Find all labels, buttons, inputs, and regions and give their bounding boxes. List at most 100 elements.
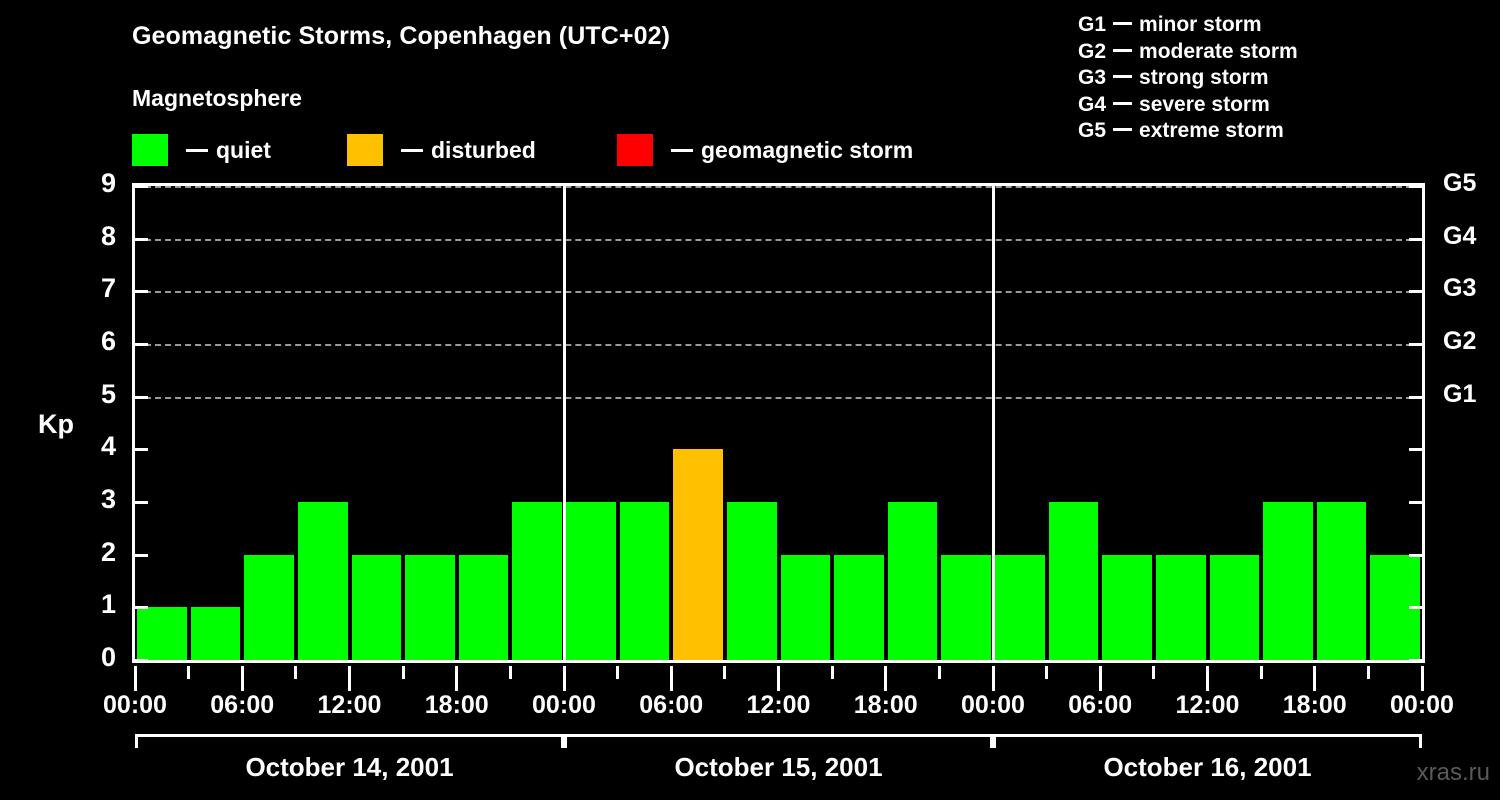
plot-area — [132, 183, 1425, 663]
g-scale-axis-label: G4 — [1443, 221, 1477, 250]
g-scale-axis-label: G3 — [1443, 274, 1477, 303]
legend-swatch-geomagnetic-storm — [617, 134, 653, 166]
kp-bar — [137, 607, 187, 660]
g-scale-legend-g4: G4 severe storm — [1078, 92, 1298, 119]
kp-bar — [995, 554, 1045, 660]
x-axis-label: 06:00 — [1068, 691, 1133, 719]
y-axis-title: Kp — [38, 409, 74, 439]
x-axis-minor-tick — [508, 666, 512, 679]
x-axis-label: 00:00 — [103, 691, 167, 719]
g-scale-code: G1 — [1078, 13, 1107, 36]
y-axis-tick — [135, 343, 148, 346]
x-axis-label: 00:00 — [1390, 691, 1454, 719]
y-axis-label: 0 — [100, 642, 116, 672]
gridline — [135, 186, 1422, 188]
kp-bar — [834, 554, 884, 660]
g-scale-legend: G1 minor storm G2 moderate storm G3 strong st… — [1078, 12, 1298, 145]
g-scale-axis-label: G2 — [1443, 327, 1477, 355]
x-axis-label: 18:00 — [1282, 691, 1347, 719]
kp-bar — [297, 502, 348, 660]
y-axis-tick — [135, 290, 148, 294]
g-scale-description: minor storm — [1139, 13, 1262, 36]
y-axis-tick — [135, 185, 148, 188]
kp-bar — [566, 502, 616, 660]
x-axis-label: 12:00 — [317, 691, 382, 719]
legend-dash-icon — [1113, 128, 1133, 132]
x-axis-label: 00:00 — [532, 691, 596, 719]
section-heading-magnetosphere: Magnetosphere — [132, 85, 302, 111]
x-axis-major-tick — [991, 666, 995, 691]
y-axis-tick — [1409, 343, 1422, 346]
x-axis-label: 06:00 — [639, 691, 704, 719]
x-axis-major-tick — [1206, 666, 1209, 691]
date-bracket — [993, 734, 1422, 748]
y-axis-tick — [135, 606, 148, 610]
y-axis-tick — [1409, 395, 1422, 399]
x-axis-minor-tick — [401, 666, 405, 679]
date-label: October 16, 2001 — [1103, 752, 1312, 782]
kp-bar — [726, 502, 777, 660]
date-bracket — [564, 734, 993, 748]
x-axis-major-tick — [777, 666, 780, 691]
y-axis-tick — [135, 237, 148, 241]
date-label: October 14, 2001 — [245, 752, 454, 782]
y-axis-label: 9 — [100, 168, 116, 198]
date-label: October 15, 2001 — [674, 752, 883, 782]
g-scale-code: G3 — [1078, 66, 1107, 89]
kp-bar — [458, 554, 509, 660]
x-axis-minor-tick — [187, 666, 191, 679]
g-scale-legend-g3: G3 strong storm — [1078, 65, 1298, 92]
g-scale-description: severe storm — [1139, 92, 1270, 116]
y-axis-tick — [135, 501, 148, 504]
x-axis-major-tick — [348, 666, 351, 691]
x-axis-minor-tick — [1366, 666, 1370, 679]
y-axis-label: 4 — [100, 431, 116, 462]
kp-bar — [1102, 554, 1152, 660]
g-scale-description: strong storm — [1139, 66, 1269, 89]
g-scale-code: G4 — [1078, 92, 1107, 116]
g-scale-axis-label: G1 — [1443, 379, 1477, 408]
y-axis-label: 7 — [100, 273, 116, 304]
y-axis-label: 5 — [100, 378, 116, 409]
date-bracket — [135, 734, 564, 748]
x-axis-minor-tick — [1152, 666, 1156, 679]
x-axis-minor-tick — [723, 666, 727, 679]
legend-dash-icon — [1113, 22, 1133, 26]
legend-swatch-quiet — [132, 134, 168, 166]
kp-bar — [190, 607, 241, 660]
x-axis-label: 00:00 — [961, 691, 1025, 719]
g-scale-legend-g5: G5 extreme storm — [1078, 118, 1298, 145]
y-axis-tick — [1409, 237, 1422, 241]
kp-bar — [1263, 502, 1313, 660]
day-separator — [562, 186, 566, 660]
plot-inner — [135, 185, 1422, 662]
y-axis-label: 1 — [100, 589, 116, 620]
x-axis-minor-tick — [616, 666, 620, 679]
g-scale-code: G5 — [1078, 119, 1107, 142]
x-axis-major-tick — [884, 666, 888, 691]
x-axis-minor-tick — [937, 666, 941, 679]
x-axis-major-tick — [562, 666, 566, 691]
legend-dash-icon — [1113, 75, 1133, 79]
x-axis-major-tick — [669, 666, 673, 691]
kp-bar — [405, 554, 455, 660]
kp-bar — [780, 554, 831, 660]
legend-item-geomagnetic-storm: geomagnetic storm — [617, 132, 913, 168]
x-axis-major-tick — [1313, 666, 1317, 691]
x-axis-label: 06:00 — [210, 691, 275, 719]
g-scale-description: moderate storm — [1139, 39, 1298, 63]
y-axis-label: 3 — [100, 484, 116, 514]
y-axis-tick — [135, 553, 148, 557]
y-axis-tick — [1409, 501, 1422, 504]
g-scale-description: extreme storm — [1139, 119, 1284, 142]
watermark: xras.ru — [1416, 759, 1490, 786]
gridline — [135, 238, 1422, 241]
legend-dash-icon — [186, 148, 208, 152]
gridline — [135, 396, 1422, 399]
x-axis-minor-tick — [1045, 666, 1049, 679]
legend-label: disturbed — [431, 136, 536, 163]
page-title: Geomagnetic Storms, Copenhagen (UTC+02) — [132, 22, 671, 50]
y-axis-label: 8 — [100, 220, 116, 251]
y-axis-tick — [1409, 659, 1422, 662]
